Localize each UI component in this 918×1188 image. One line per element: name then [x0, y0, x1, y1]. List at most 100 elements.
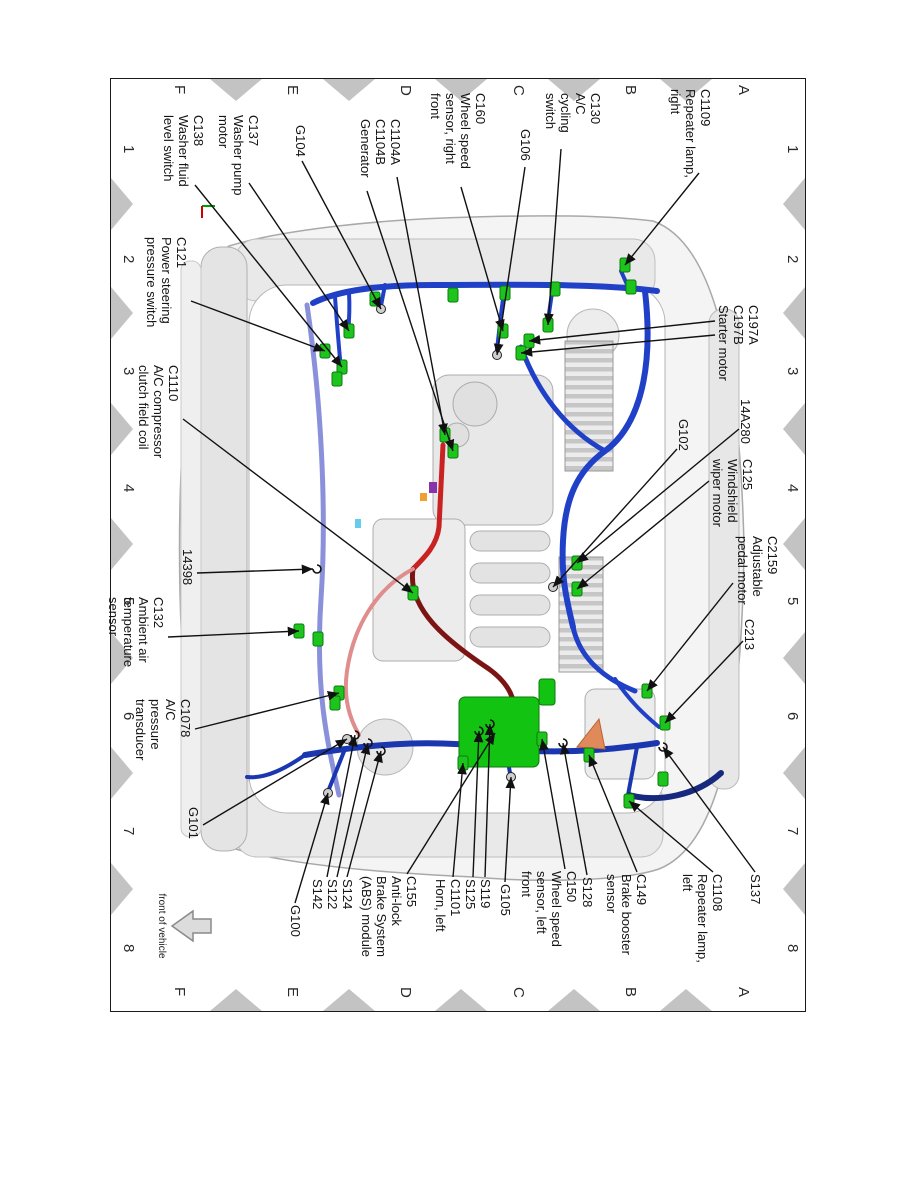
section-marker: [660, 989, 712, 1011]
grid-row-label: C: [510, 85, 527, 96]
leader-line: [194, 690, 340, 730]
grid-row-label: C: [510, 987, 527, 998]
grid-row-label: E: [284, 987, 301, 998]
lower-harness-violet: [304, 302, 342, 798]
callout-label-c160: C160 Wheel speed sensor, right front: [428, 93, 488, 169]
leader-line: [182, 418, 414, 594]
leader-line: [472, 730, 484, 878]
leader-line: [646, 582, 734, 692]
section-marker: [111, 287, 133, 339]
cowl-vents: [558, 340, 614, 673]
section-marker: [210, 79, 262, 101]
callout-label-c197ab: C197A C197B Starter motor: [716, 305, 761, 381]
grid-row-label: D: [397, 987, 414, 998]
leader-line: [504, 776, 516, 883]
callout-label-s128: S128: [580, 877, 595, 908]
section-marker: [783, 178, 805, 230]
connector: [447, 287, 459, 303]
grid-col-label: 5: [784, 597, 801, 606]
grid-row-label: B: [622, 987, 639, 998]
section-marker: [783, 747, 805, 799]
leader-line: [406, 732, 496, 875]
callout-label-x14398: 14398: [180, 549, 195, 586]
grid-row-label: A: [735, 987, 752, 998]
callout-label-c137: C137 Washer pump motor: [216, 115, 261, 196]
section-marker: [323, 989, 375, 1011]
engine-compartment-illustration: [167, 148, 756, 943]
leader-line: [202, 738, 348, 826]
callout-label-c130: C130 A/C cycling switch: [543, 93, 603, 133]
callout-label-c1078: C1078 A/C pressure transducer: [133, 699, 193, 761]
leader-line: [346, 750, 383, 878]
section-marker: [111, 403, 133, 455]
leader-line: [543, 148, 562, 326]
callout-label-g106: G106: [518, 129, 533, 161]
section-marker: [323, 79, 375, 101]
section-marker: [783, 863, 805, 915]
callout-label-c1101: C1101 Horn, left: [433, 879, 463, 932]
leader-line: [196, 564, 314, 575]
grid-row-label: F: [171, 987, 188, 997]
grid-col-label: 7: [120, 827, 137, 836]
connector: [312, 631, 324, 647]
grid-col-label: 3: [784, 367, 801, 376]
leader-line: [484, 723, 495, 878]
callout-label-c132: C132 Ambient air temperature sensor: [106, 597, 166, 668]
callout-label-g102: G102: [676, 419, 691, 451]
grid-col-label: 6: [784, 712, 801, 721]
callout-label-s124_122_142: S124 S122 S142: [310, 879, 355, 910]
section-marker: [783, 287, 805, 339]
leader-line: [624, 172, 700, 266]
connector: [331, 371, 343, 387]
leader-line: [167, 626, 300, 638]
connector: [657, 771, 669, 787]
fender-harness-dark-blue: [626, 770, 724, 802]
callout-label-c1109: C1109 Repeater lamp, right: [668, 89, 713, 178]
callout-label-c149: C149 Brake booster sensor: [604, 874, 649, 955]
connector: [329, 695, 341, 711]
grid-col-label: 1: [784, 145, 801, 154]
leader-line: [588, 754, 638, 873]
callout-label-g105: G105: [498, 884, 513, 916]
grid-row-label: B: [622, 85, 639, 96]
section-marker: [111, 518, 133, 570]
leader-line: [460, 186, 505, 332]
leader-line: [326, 734, 358, 878]
grid-col-label: 2: [120, 255, 137, 264]
callout-label-c1110: C1110 A/C compressor clutch field coil: [136, 365, 181, 459]
section-marker: [548, 989, 600, 1011]
leader-line: [520, 334, 716, 357]
callout-label-c1104ab: C1104A C1104B Generator: [358, 119, 403, 178]
section-marker: [111, 178, 133, 230]
leader-line: [396, 176, 448, 436]
callout-label-g101: G101: [186, 807, 201, 839]
callout-label-c138: C138 Washer fluid level switch: [161, 115, 206, 187]
grid-col-label: 3: [120, 367, 137, 376]
leader-line: [528, 320, 716, 345]
callout-label-g100: G100: [288, 905, 303, 937]
battery-cable-red: [410, 442, 446, 572]
engine-block: [372, 374, 656, 780]
callout-label-c1108: C1108 Repeater lamp, left: [680, 874, 725, 963]
grid-col-label: 4: [784, 484, 801, 493]
callout-label-x14a280: 14A280: [738, 399, 753, 444]
leader-line: [662, 746, 756, 873]
section-marker: [783, 632, 805, 684]
section-marker: [111, 747, 133, 799]
callout-label-c121: C121 Power steering pressure switch: [144, 237, 189, 328]
grid-col-label: 8: [784, 944, 801, 953]
grid-row-label: E: [284, 85, 301, 96]
leader-line: [539, 738, 566, 870]
section-marker: [111, 863, 133, 915]
leader-line: [664, 640, 744, 724]
front-of-vehicle-label: front of vehicle: [156, 893, 167, 959]
leader-line: [628, 800, 714, 873]
grid-row-label: F: [171, 85, 188, 95]
section-marker: [783, 518, 805, 570]
callout-label-s137: S137: [748, 874, 763, 905]
leader-line: [552, 448, 678, 588]
splice-symbol: [312, 564, 322, 574]
cable-pink: [343, 567, 415, 737]
